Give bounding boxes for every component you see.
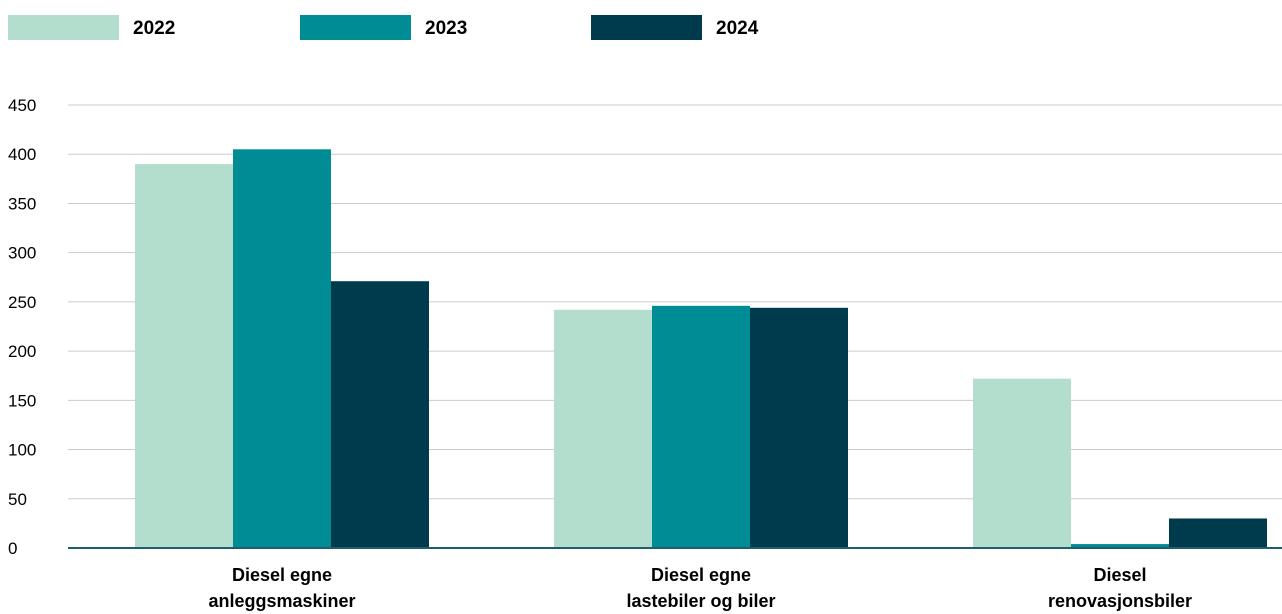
x-category-label-2-line-0: Diesel — [1093, 565, 1146, 585]
x-category-label-0-line-0: Diesel egne — [232, 565, 332, 585]
y-tick-label-350: 350 — [8, 194, 36, 213]
y-tick-label-450: 450 — [8, 96, 36, 115]
bar-2022-cat-0 — [135, 164, 233, 549]
x-category-label-2-line-1: renovasjonsbiler — [1048, 591, 1192, 611]
legend-swatch-2022 — [8, 15, 119, 40]
y-tick-label-50: 50 — [8, 490, 27, 509]
bar-2023-cat-0 — [233, 149, 331, 549]
x-category-label-1-line-0: Diesel egne — [651, 565, 751, 585]
bar-2024-cat-1 — [750, 307, 848, 548]
bar-2024-cat-0 — [331, 281, 429, 548]
x-category-label-1-line-1: lastebiler og biler — [626, 591, 775, 611]
bar-2023-cat-1 — [652, 305, 750, 548]
y-tick-label-0: 0 — [8, 539, 17, 558]
bar-2022-cat-2 — [973, 378, 1071, 548]
legend-swatch-2023 — [300, 15, 411, 40]
y-tick-label-100: 100 — [8, 441, 36, 460]
legend: 2022 2023 2024 — [8, 15, 759, 40]
bars — [135, 149, 1267, 549]
legend-label-2024: 2024 — [716, 18, 759, 39]
bar-2022-cat-1 — [554, 309, 652, 548]
bar-2024-cat-2 — [1169, 518, 1267, 548]
y-axis-tick-labels: 0 50 100 150 200 250 300 350 400 450 — [8, 96, 36, 558]
x-axis-category-labels: Diesel egne anleggsmaskiner Diesel egne las… — [208, 565, 1192, 611]
legend-label-2023: 2023 — [425, 18, 467, 39]
legend-swatch-2024 — [591, 15, 702, 40]
y-tick-label-400: 400 — [8, 145, 36, 164]
legend-label-2022: 2022 — [133, 18, 175, 39]
y-tick-label-250: 250 — [8, 293, 36, 312]
bar-2023-cat-2 — [1071, 544, 1169, 548]
y-tick-label-300: 300 — [8, 244, 36, 263]
y-tick-label-150: 150 — [8, 391, 36, 410]
x-category-label-0-line-1: anleggsmaskiner — [208, 591, 355, 611]
y-tick-label-200: 200 — [8, 342, 36, 361]
